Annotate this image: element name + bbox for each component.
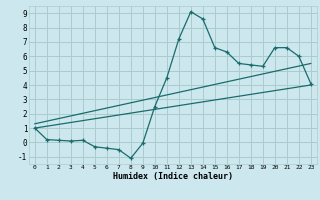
X-axis label: Humidex (Indice chaleur): Humidex (Indice chaleur) — [113, 172, 233, 181]
